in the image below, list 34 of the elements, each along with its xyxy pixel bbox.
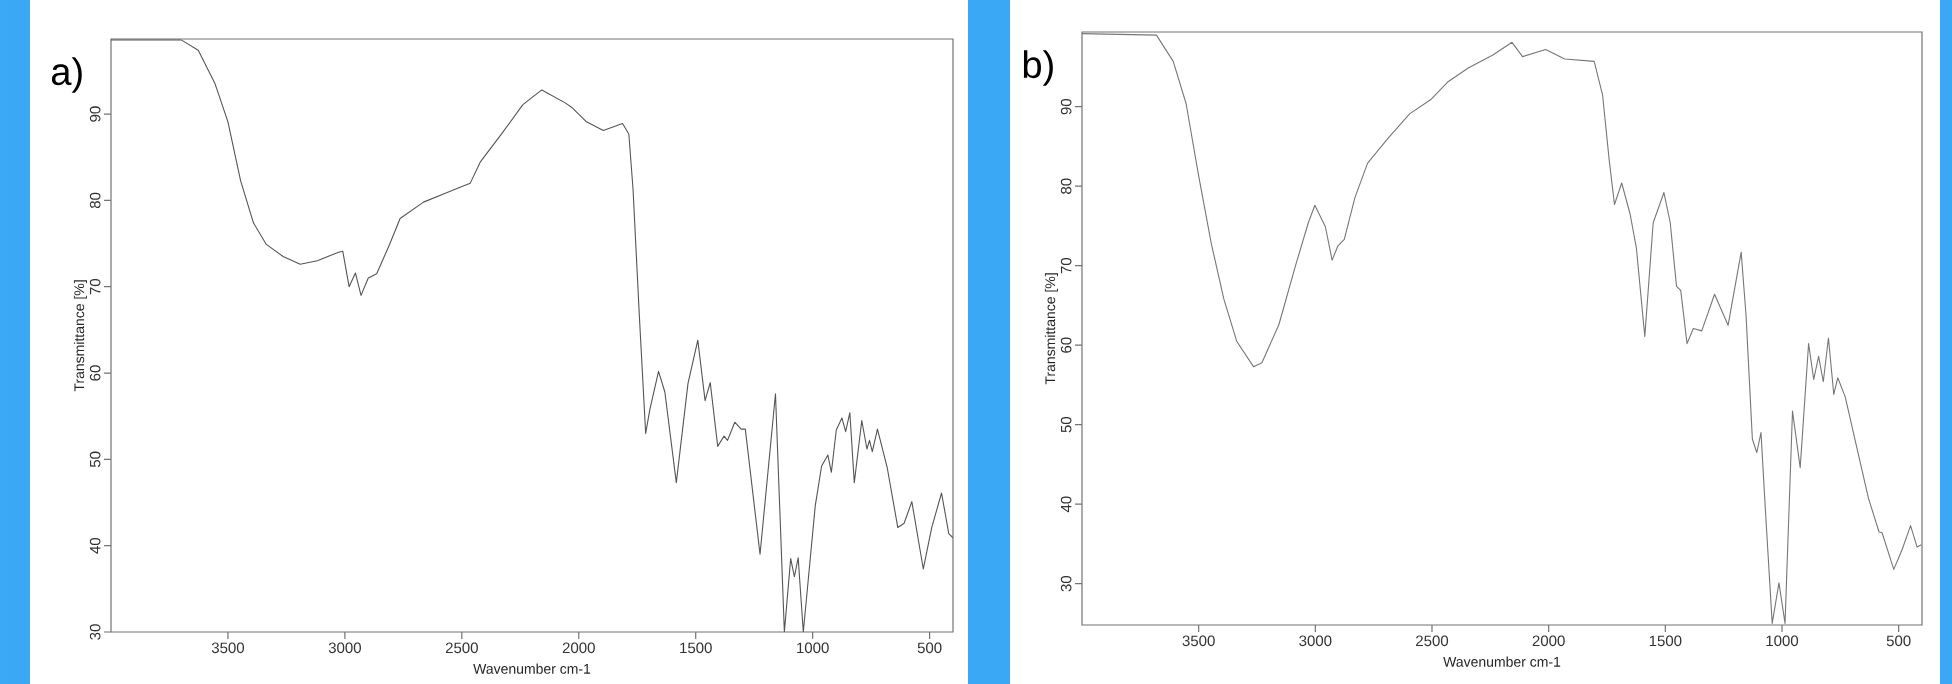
x-tick-label: 3000 (328, 642, 361, 654)
x-tick-label: 500 (1886, 635, 1911, 647)
y-tick-label: 90 (1060, 98, 1072, 115)
x-tick-label: 2500 (1416, 635, 1449, 647)
x-tick-label: 500 (917, 642, 942, 654)
chart-title: b) (1023, 50, 1053, 86)
y-axis-title: Transmittance [%] (1044, 273, 1058, 385)
x-tick-label: 1000 (797, 642, 829, 654)
y-tick-label: 90 (89, 106, 101, 122)
x-tick-label: 1500 (1649, 635, 1682, 647)
x-tick-label: 3500 (211, 642, 245, 654)
x-axis-title: Wavenumber cm-1 (1443, 656, 1561, 667)
y-tick-label: 30 (1060, 575, 1072, 592)
x-tick-label: 3500 (1182, 635, 1215, 647)
x-tick-label: 2500 (445, 642, 478, 654)
y-tick-label: 40 (89, 537, 101, 554)
x-axis-title: Wavenumber cm-1 (473, 663, 591, 674)
x-tick-label: 1500 (680, 642, 712, 654)
y-tick-label: 50 (1060, 416, 1072, 433)
y-tick-label: 60 (1060, 337, 1072, 353)
x-tick-label: 2000 (1532, 635, 1565, 647)
x-tick-label: 2000 (562, 642, 595, 654)
y-tick-label: 70 (89, 278, 101, 295)
x-tick-label: 3000 (1299, 635, 1332, 647)
y-tick-label: 80 (89, 192, 101, 209)
y-axis-title: Transmittance [%] (73, 280, 87, 392)
y-tick-label: 60 (89, 365, 101, 381)
y-tick-label: 40 (1060, 496, 1072, 513)
chart-title: a) (51, 57, 82, 93)
y-tick-label: 80 (1060, 178, 1072, 194)
y-tick-label: 30 (89, 624, 101, 640)
y-tick-label: 70 (1060, 257, 1072, 274)
x-tick-label: 1000 (1766, 635, 1799, 647)
y-tick-label: 50 (89, 451, 101, 468)
